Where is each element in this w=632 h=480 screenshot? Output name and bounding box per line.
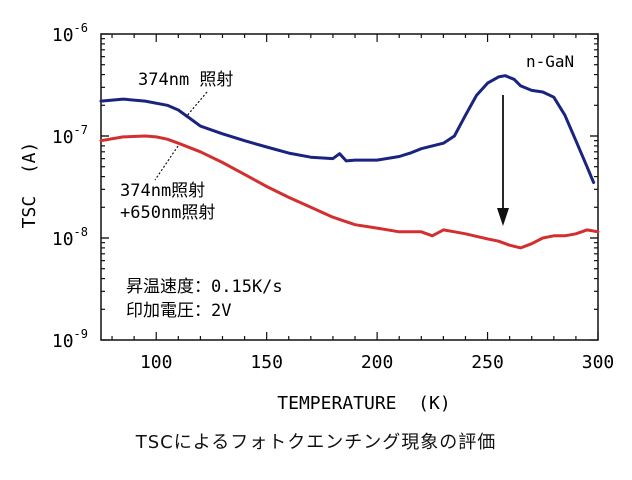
series-line-2 [99, 134, 600, 250]
red-series-label-line2: +650nm照射 [120, 203, 215, 223]
figure-caption: TSCによるフォトクエンチング現象の評価 [135, 432, 497, 453]
y-tick-label: 10-9 [52, 327, 88, 352]
y-tick-label: 10-8 [52, 225, 88, 250]
series-line-1 [99, 74, 596, 184]
x-tick-label: 100 [140, 352, 173, 373]
condition-voltage: 印加電圧：2V [126, 301, 231, 321]
x-tick-label: 200 [361, 352, 394, 373]
blue-label-leader [185, 91, 208, 118]
y-tick-label: 10-7 [52, 123, 88, 148]
quench-arrow-head [497, 208, 509, 226]
red-label-leader [154, 145, 179, 181]
x-tick-label: 300 [582, 352, 615, 373]
plot-frame [100, 33, 599, 341]
x-tick-label: 250 [471, 352, 504, 373]
y-axis-label: TSC (A) [19, 142, 40, 229]
x-axis-label: TEMPERATURE (K) [277, 393, 450, 414]
blue-series-label: 374nm 照射 [138, 70, 233, 90]
red-series-label-line1: 374nm照射 [120, 181, 205, 201]
quench-arrow [497, 95, 509, 226]
material-label: n-GaN [526, 52, 574, 71]
x-tick-labels: 100 150 200 250 300 [140, 352, 614, 373]
y-tick-label: 10-6 [52, 21, 88, 46]
condition-heating-rate: 昇温速度：0.15K/s [126, 277, 283, 297]
x-tick-label: 150 [250, 352, 283, 373]
series-group [99, 74, 600, 250]
y-tick-labels: 10-9 10-8 10-7 10-6 [52, 21, 88, 352]
